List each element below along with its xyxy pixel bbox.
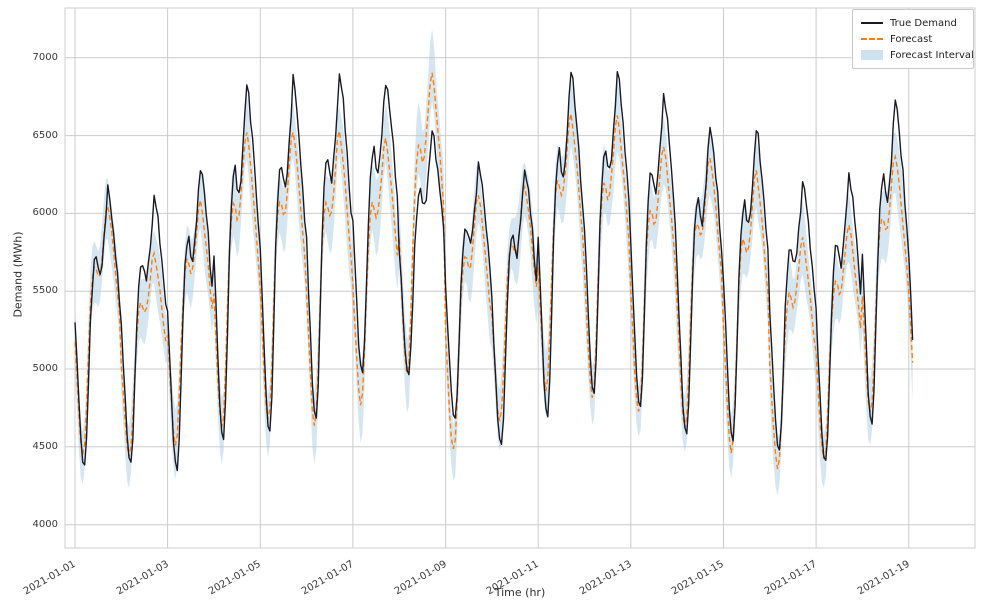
legend: True Demand Forecast Forecast Interval [852,9,974,69]
y-tick-label: 7000 [32,51,58,63]
legend-entry-true-demand: True Demand [861,15,965,31]
y-axis-title: Demand (MWh) [11,231,25,318]
forecast-line-swatch [861,38,883,40]
legend-entry-forecast: Forecast [861,31,965,47]
legend-label: Forecast [890,33,933,45]
y-tick-label: 5000 [32,363,58,375]
x-axis-title: Time (hr) [494,586,546,599]
y-tick-label: 6500 [32,129,58,141]
forecast-interval-swatch [861,50,883,60]
y-tick-label: 6000 [32,207,58,219]
y-tick-label: 4500 [32,440,58,452]
legend-label: Forecast Interval [890,49,974,61]
legend-label: True Demand [890,17,957,29]
y-tick-label: 4000 [32,518,58,530]
y-tick-label: 5500 [32,285,58,297]
true-demand-line [74,70,914,472]
true-demand-line-swatch [861,22,883,24]
forecast-interval-band [75,29,913,496]
plot-frame [64,7,976,549]
legend-entry-forecast-interval: Forecast Interval [861,47,974,63]
